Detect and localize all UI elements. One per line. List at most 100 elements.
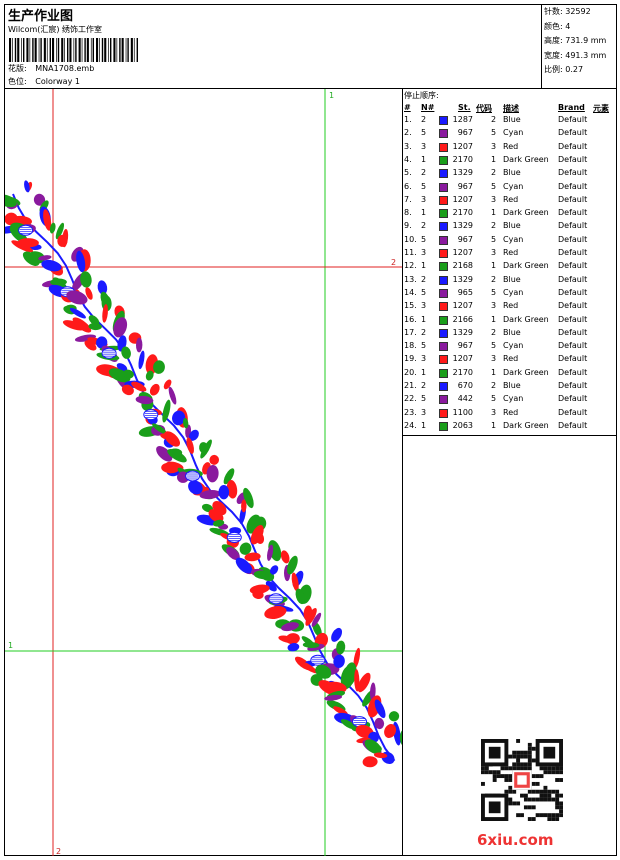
color-swatch — [439, 408, 448, 418]
row-needle: 5 — [421, 394, 427, 404]
row-needle: 1 — [421, 314, 427, 324]
row-description: Dark Green — [503, 154, 549, 164]
row-brand: Default — [558, 221, 588, 231]
row-needle: 3 — [421, 248, 427, 257]
row-brand: Default — [558, 168, 588, 178]
row-code: 5 — [491, 287, 497, 297]
table-row: 16. 1 2166 1 Dark Green Default — [403, 315, 617, 328]
row-needle: 1 — [421, 154, 427, 164]
row-code: 3 — [491, 407, 497, 417]
stop-sequence-table: 停止顺序: # N# St. 代码 描述 Brand 元素 1. 2 1287 2 Bl… — [403, 89, 617, 436]
row-index: 18. — [404, 341, 417, 351]
row-needle: 3 — [421, 141, 427, 151]
color-swatch — [439, 116, 448, 125]
row-description: Blue — [503, 168, 521, 178]
color-swatch — [439, 235, 448, 245]
row-needle: 5 — [421, 287, 427, 297]
row-index: 16. — [404, 314, 417, 324]
embroidery-design: 1 2 1 2 — [5, 89, 402, 856]
color-swatch — [439, 155, 448, 165]
row-description: Red — [503, 248, 519, 257]
color-swatch — [439, 195, 448, 205]
row-index: 20. — [404, 367, 417, 377]
row-index: 23. — [404, 407, 417, 417]
row-description: Dark Green — [503, 367, 549, 377]
color-swatch — [439, 421, 448, 431]
row-brand: Default — [558, 154, 588, 164]
table-row: 12. 1 2168 1 Dark Green Default — [403, 261, 617, 274]
row-code: 2 — [491, 381, 497, 390]
row-needle: 1 — [421, 261, 427, 271]
vine-motif-group — [5, 180, 402, 768]
row-description: Dark Green — [503, 208, 549, 218]
row-brand: Default — [558, 381, 588, 390]
row-needle: 2 — [421, 327, 427, 337]
row-needle: 3 — [421, 301, 427, 311]
row-code: 5 — [491, 181, 497, 191]
row-description: Cyan — [503, 287, 524, 297]
color-swatch — [439, 368, 448, 378]
stat-height: 高度: 731.9 mm — [544, 36, 607, 45]
color-swatch — [439, 382, 448, 391]
row-brand: Default — [558, 354, 588, 364]
table-row: 18. 5 967 5 Cyan Default — [403, 341, 617, 354]
row-stitches: 2168 — [452, 261, 473, 271]
row-brand: Default — [558, 341, 588, 351]
row-index: 6. — [404, 181, 412, 191]
guide-label-v2: 2 — [56, 847, 61, 856]
row-brand: Default — [558, 181, 588, 191]
guide-label-h2: 2 — [391, 258, 396, 267]
table-row: 15. 3 1207 3 Red Default — [403, 301, 617, 314]
col-description: 描述 — [503, 104, 519, 113]
design-preview: 1 2 1 2 — [5, 89, 403, 856]
row-brand: Default — [558, 407, 588, 417]
stat-colors: 颜色: 4 — [544, 21, 571, 31]
table-row: 6. 5 967 5 Cyan Default — [403, 182, 617, 195]
row-code: 5 — [491, 234, 497, 244]
row-brand: Default — [558, 234, 588, 244]
table-row: 19. 3 1207 3 Red Default — [403, 354, 617, 367]
row-brand: Default — [558, 367, 588, 377]
row-code: 5 — [491, 341, 497, 351]
row-needle: 2 — [421, 274, 427, 284]
row-code: 2 — [491, 115, 497, 124]
row-code: 5 — [491, 128, 497, 138]
row-stitches: 2063 — [452, 420, 473, 430]
guide-label-h1: 1 — [8, 641, 13, 650]
row-stitches: 1207 — [452, 194, 473, 204]
row-stitches: 965 — [457, 287, 473, 297]
row-index: 7. — [404, 194, 412, 204]
design-stats: 针数: 32592 颜色: 4 高度: 731.9 mm 宽度: 491.3 m… — [541, 5, 618, 88]
row-needle: 5 — [421, 181, 427, 191]
row-stitches: 1207 — [452, 301, 473, 311]
colorway-line: 色位: Colorway 1 — [8, 76, 80, 87]
col-element: 元素 — [593, 104, 609, 113]
row-index: 9. — [404, 221, 412, 231]
row-description: Red — [503, 301, 519, 311]
stop-sequence-panel: 停止顺序: # N# St. 代码 描述 Brand 元素 1. 2 1287 2 Bl… — [403, 89, 617, 856]
row-index: 15. — [404, 301, 417, 311]
row-description: Dark Green — [503, 314, 549, 324]
row-stitches: 1207 — [452, 248, 473, 257]
row-description: Red — [503, 354, 519, 364]
row-brand: Default — [558, 287, 588, 297]
row-description: Blue — [503, 221, 521, 231]
row-brand: Default — [558, 420, 588, 430]
row-stitches: 2170 — [452, 367, 473, 377]
row-needle: 5 — [421, 341, 427, 351]
row-brand: Default — [558, 261, 588, 271]
row-description: Dark Green — [503, 261, 549, 271]
stat-width: 宽度: 491.3 mm — [544, 50, 607, 60]
row-index: 5. — [404, 168, 412, 178]
color-swatch — [439, 275, 448, 285]
row-stitches: 967 — [457, 234, 473, 244]
table-row: 24. 1 2063 1 Dark Green Default — [403, 421, 617, 434]
table-row: 13. 2 1329 2 Blue Default — [403, 275, 617, 288]
row-needle: 2 — [421, 115, 427, 124]
row-code: 1 — [491, 261, 497, 271]
row-needle: 2 — [421, 168, 427, 178]
row-needle: 3 — [421, 407, 427, 417]
table-row: 1. 2 1287 2 Blue Default — [403, 115, 617, 128]
colorway-label: 色位: — [8, 77, 27, 86]
row-code: 1 — [491, 208, 497, 218]
